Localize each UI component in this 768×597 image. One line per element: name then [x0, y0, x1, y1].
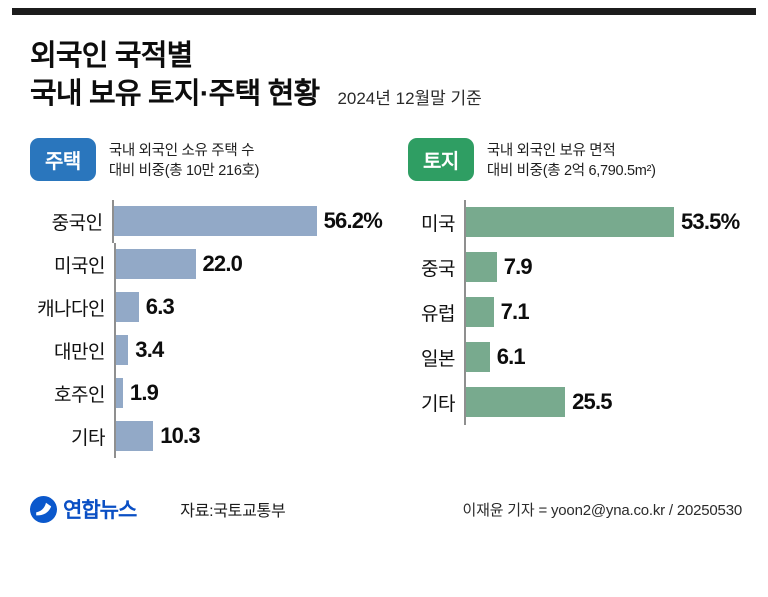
- housing-badge: 주택: [30, 137, 96, 181]
- value-label: 7.9: [503, 254, 533, 280]
- bar-track: 7.1: [464, 289, 746, 335]
- page-title: 외국인 국적별 국내 보유 토지·주택 현황: [30, 37, 320, 114]
- bar-row: 미국 53.5%: [408, 199, 746, 245]
- category-label: 대만인: [54, 341, 105, 363]
- value-label: 6.1: [496, 344, 526, 370]
- reporter-credit: 이재윤 기자 = yoon2@yna.co.kr / 20250530: [462, 501, 743, 519]
- value-label: 25.5: [572, 389, 612, 415]
- land-chart: 토지 국내 외국인 보유 면적 대비 비중(총 2억 6,790.5m²) 미국…: [408, 137, 746, 458]
- bar-track: 10.3: [114, 414, 382, 458]
- bar: [466, 207, 674, 238]
- bar-track: 56.2%: [111, 199, 383, 243]
- as-of-date: 2024년 12월말 기준: [337, 88, 482, 108]
- category-label: 중국인: [51, 212, 103, 234]
- value-label: 10.3: [160, 423, 200, 449]
- land-chart-header: 토지 국내 외국인 보유 면적 대비 비중(총 2억 6,790.5m²): [408, 137, 746, 186]
- housing-chart: 주택 국내 외국인 소유 주택 수 대비 비중(총 10만 216호) 중국인 5…: [30, 137, 383, 458]
- title-line-2: 국내 보유 토지·주택 현황: [30, 78, 320, 111]
- housing-chart-header: 주택 국내 외국인 소유 주택 수 대비 비중(총 10만 216호): [30, 137, 382, 186]
- category-label: 유럽: [421, 303, 455, 325]
- bar-row: 호주인 1.9: [30, 371, 382, 415]
- value-label: 53.5%: [681, 209, 740, 235]
- header: 외국인 국적별 국내 보유 토지·주택 현황 2024년 12월말 기준: [0, 15, 768, 114]
- housing-chart-subtitle: 국내 외국인 소유 주택 수 대비 비중(총 10만 216호): [108, 138, 260, 181]
- category-label: 미국: [421, 213, 455, 235]
- land-chart-subtitle: 국내 외국인 보유 면적 대비 비중(총 2억 6,790.5m²): [487, 138, 656, 181]
- yonhap-logo: 연합뉴스: [30, 494, 137, 524]
- category-label: 일본: [421, 348, 455, 370]
- bar-row: 대만인 3.4: [30, 328, 382, 372]
- bar: [116, 249, 196, 280]
- land-subtitle-line-2: 대비 비중(총 2억 6,790.5m²): [486, 162, 656, 179]
- bar-track: 53.5%: [464, 199, 746, 245]
- bar: [466, 387, 566, 418]
- category-label: 중국: [421, 258, 455, 280]
- bar-row: 유럽 7.1: [408, 289, 746, 335]
- value-label: 3.4: [135, 337, 164, 363]
- bar-row: 기타 10.3: [30, 414, 382, 458]
- housing-subtitle-line-2: 대비 비중(총 10만 216호): [108, 162, 260, 179]
- footer: 연합뉴스 자료:국토교통부 이재윤 기자 = yoon2@yna.co.kr /…: [30, 494, 742, 524]
- data-source: 자료:국토교통부: [180, 503, 286, 520]
- bar: [113, 206, 317, 237]
- charts-area: 주택 국내 외국인 소유 주택 수 대비 비중(총 10만 216호) 중국인 5…: [0, 114, 768, 458]
- bar-track: 7.9: [464, 244, 746, 290]
- bar-track: 25.5: [464, 379, 746, 425]
- bar: [466, 297, 494, 328]
- land-subtitle-line-1: 국내 외국인 보유 면적: [486, 142, 616, 159]
- value-label: 1.9: [129, 380, 159, 406]
- title-line-1: 외국인 국적별: [30, 40, 193, 72]
- value-label: 6.3: [145, 294, 175, 320]
- value-label: 22.0: [202, 251, 243, 277]
- value-label: 7.1: [500, 299, 530, 325]
- housing-bars: 중국인 56.2% 미국인 22.0 캐나다인 6.3 대만인 3.4 호주인 1.9 기타 10.3: [30, 199, 383, 458]
- category-label: 기타: [71, 427, 105, 449]
- bar-track: 6.3: [114, 285, 382, 329]
- bar-row: 일본 6.1: [408, 334, 746, 380]
- yonhap-logo-text: 연합뉴스: [63, 499, 137, 522]
- bar: [466, 342, 490, 373]
- category-label: 기타: [421, 393, 455, 415]
- value-label: 56.2%: [323, 208, 383, 234]
- bar: [116, 292, 139, 323]
- bar: [116, 335, 129, 366]
- category-label: 미국인: [54, 255, 105, 277]
- land-bars: 미국 53.5% 중국 7.9 유럽 7.1 일본 6.1 기타 25.5: [408, 199, 746, 425]
- category-label: 캐나다인: [37, 298, 105, 320]
- category-label: 호주인: [54, 384, 105, 406]
- top-rule: [12, 8, 756, 15]
- bar-row: 캐나다인 6.3: [30, 285, 382, 329]
- bar-track: 22.0: [114, 242, 382, 286]
- bar-track: 3.4: [114, 328, 382, 372]
- bar: [466, 252, 497, 283]
- yonhap-logo-icon: [30, 495, 57, 523]
- bar-row: 미국인 22.0: [30, 242, 382, 286]
- bar-row: 중국인 56.2%: [30, 199, 383, 243]
- bar-track: 6.1: [464, 334, 746, 380]
- bar-track: 1.9: [114, 371, 382, 415]
- housing-subtitle-line-1: 국내 외국인 소유 주택 수: [108, 142, 255, 159]
- land-badge: 토지: [408, 137, 474, 181]
- bar-row: 중국 7.9: [408, 244, 746, 290]
- bar-row: 기타 25.5: [408, 379, 746, 425]
- bar: [116, 421, 154, 452]
- bar: [116, 378, 123, 409]
